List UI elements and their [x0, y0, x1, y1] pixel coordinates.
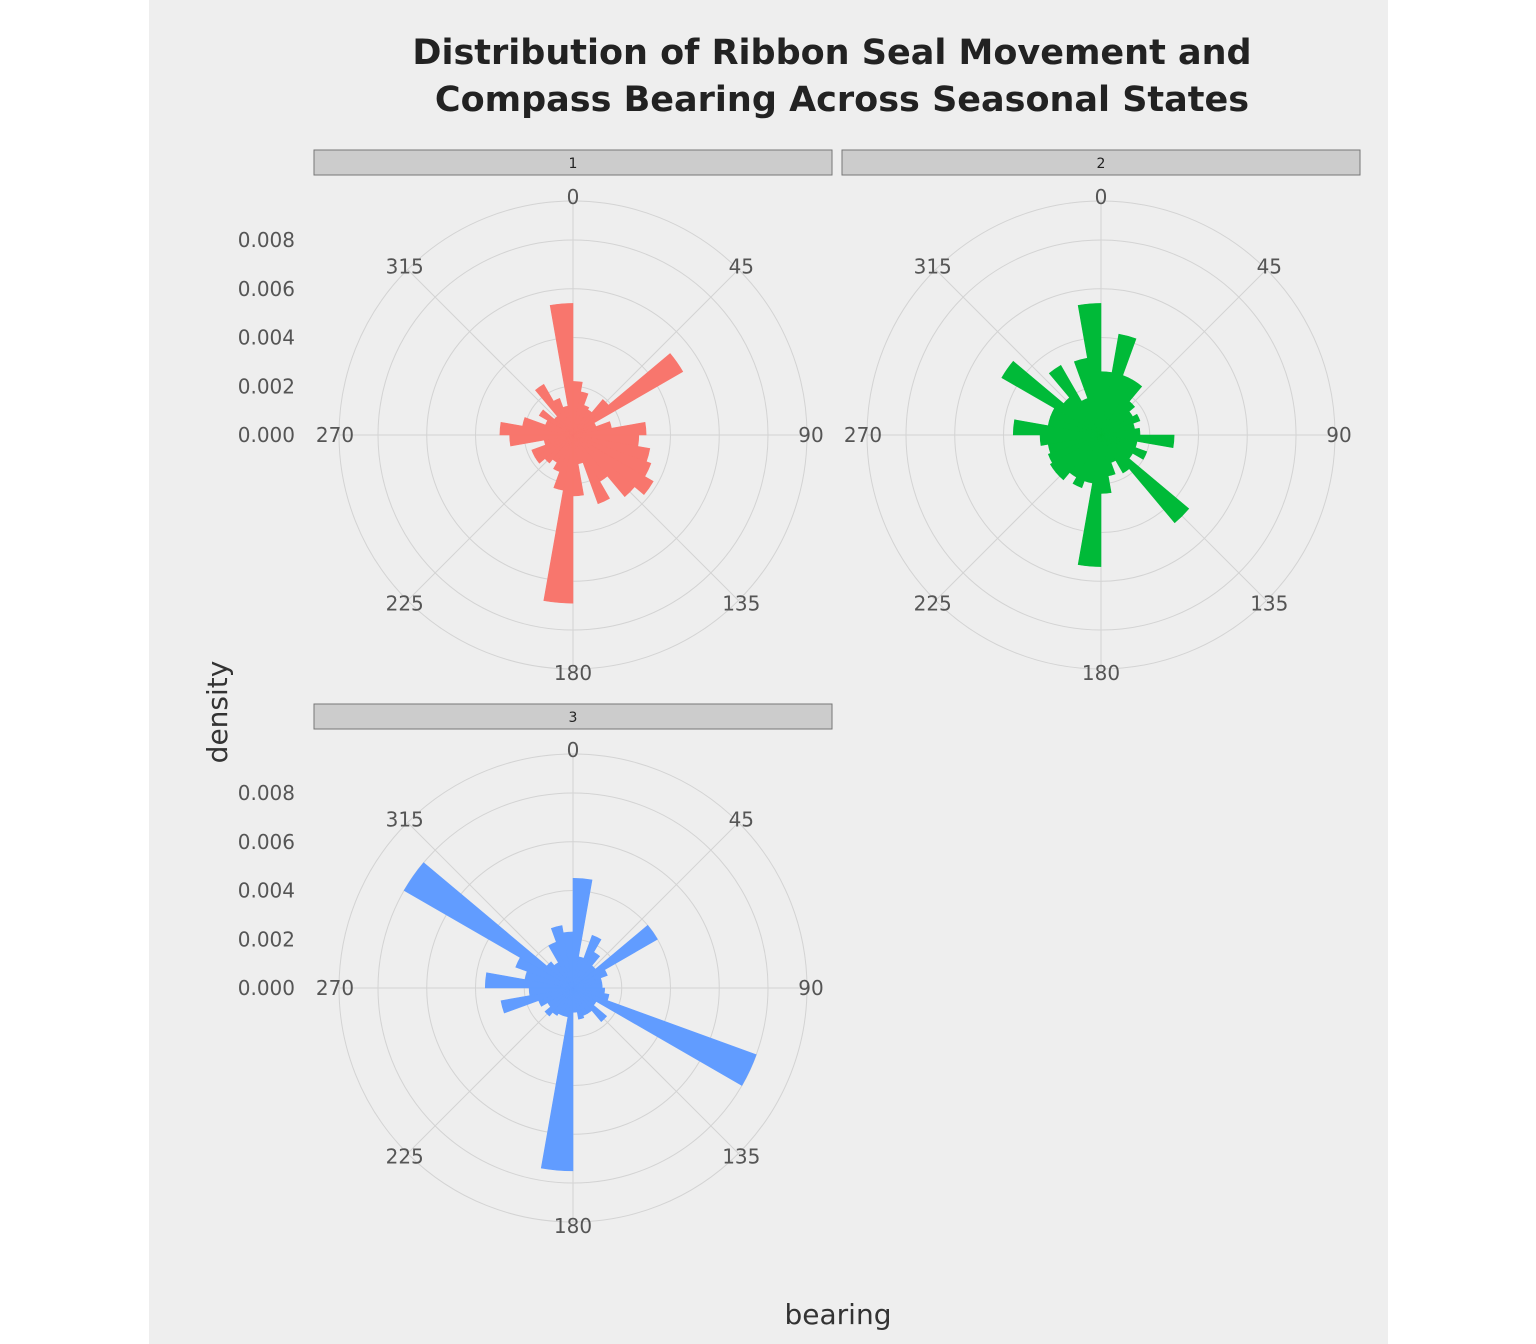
bar-bearing-40: [1100, 400, 1136, 436]
bar-bearing-130: [572, 434, 636, 498]
bar-bearing-50: [572, 353, 684, 436]
angle-tick-label: 225: [386, 1144, 424, 1168]
chart-title-line-2: Compass Bearing Across Seasonal States: [435, 80, 1249, 120]
angle-tick-label: 270: [316, 423, 354, 447]
bar-bearing-300: [1001, 360, 1102, 436]
facet-strip-label: 1: [569, 156, 578, 172]
bar-bearing-350: [562, 931, 574, 989]
facet-strip-label: 3: [569, 710, 578, 726]
y-axis-title: density: [201, 661, 234, 764]
radial-tick-label: 0.008: [238, 781, 295, 805]
angle-tick-label: 315: [914, 255, 952, 279]
radial-tick-label: 0.004: [238, 879, 295, 903]
angle-tick-label: 90: [798, 976, 823, 1000]
grid-spoke: [407, 434, 574, 601]
angle-tick-label: 270: [844, 423, 882, 447]
angle-tick-label: 270: [316, 976, 354, 1000]
angle-tick-label: 45: [729, 255, 754, 279]
plot-panel: [149, 0, 1388, 1344]
angle-tick-label: 315: [386, 808, 424, 832]
facet-2: 2 0 45 90 135 180 225 270 315: [841, 149, 1361, 685]
bar-bearing-300: [538, 409, 574, 436]
chart-title-line-1: Distribution of Ribbon Seal Movement and: [412, 33, 1251, 73]
bar-bearing-180: [540, 987, 574, 1172]
angle-tick-label: 135: [722, 591, 760, 615]
bar-bearing-110: [572, 987, 757, 1086]
angle-tick-label: 135: [722, 1144, 760, 1168]
radial-tick-label: 0.002: [238, 927, 295, 951]
x-axis-title: bearing: [785, 1298, 892, 1331]
angle-tick-label: 45: [1257, 255, 1282, 279]
bar-bearing-310: [546, 961, 574, 989]
bar-bearing-30: [572, 951, 601, 989]
angle-tick-label: 135: [1250, 591, 1288, 615]
angle-tick-label: 180: [554, 661, 592, 685]
facet-strip-label: 2: [1097, 156, 1106, 172]
facet-strip: [313, 149, 833, 176]
bar-bearing-300: [403, 862, 574, 989]
bar-bearing-30: [1100, 379, 1143, 436]
bar-bearing-240: [531, 434, 574, 458]
bar-bearing-110: [1100, 434, 1148, 460]
bar-bearing-230: [1049, 434, 1102, 474]
bar-bearing-320: [534, 383, 574, 436]
bar-bearing-200: [1072, 434, 1102, 489]
bar-bearing-80: [572, 421, 647, 436]
radial-tick-label: 0.000: [238, 976, 295, 1000]
angle-tick-label: 0: [567, 738, 580, 762]
facet-strip: [841, 149, 1361, 176]
bar-bearing-350: [1077, 303, 1102, 436]
facet-1: 1 0 45 90 135 180 225 270 315 0.000 0.002 0.004 0.00…: [238, 149, 833, 685]
bar-bearing-250: [500, 987, 574, 1014]
grid-spoke: [572, 822, 739, 989]
facet-strip: [313, 703, 833, 730]
bar-bearing-200: [553, 434, 574, 473]
radial-tick-label: 0.000: [238, 423, 295, 447]
bar-bearing-10: [1100, 333, 1137, 436]
angle-tick-label: 180: [1082, 661, 1120, 685]
bar-bearing-120: [572, 434, 654, 495]
facet-3: 3 0 45 90 135 180 225 270 315 0.000 0.002 0.004 0.00…: [238, 703, 833, 1238]
angle-tick-label: 90: [1326, 423, 1351, 447]
bar-bearing-60: [572, 969, 608, 989]
facets-layer: 1 0 45 90 135 180 225 270 315 0.000 0.002 0.004 0.00…: [238, 149, 1361, 1238]
grid-spoke: [407, 269, 574, 436]
bar-bearing-220: [544, 987, 574, 1017]
bar-bearing-20: [572, 934, 602, 989]
radial-tick-label: 0.002: [238, 374, 295, 398]
angle-tick-label: 45: [729, 808, 754, 832]
bar-bearing-60: [1100, 413, 1141, 436]
angle-tick-label: 90: [798, 423, 823, 447]
angle-tick-label: 225: [914, 591, 952, 615]
bar-bearing-160: [572, 987, 585, 1020]
radial-tick-label: 0.004: [238, 326, 295, 350]
bar-bearing-350: [549, 303, 574, 436]
angle-tick-label: 225: [386, 591, 424, 615]
bar-bearing-240: [1047, 434, 1102, 464]
radial-tick-label: 0.006: [238, 277, 295, 301]
bar-bearing-340: [550, 925, 574, 989]
bar-bearing-50: [572, 924, 658, 989]
angle-tick-label: 315: [386, 255, 424, 279]
bar-bearing-330: [553, 397, 574, 436]
bar-bearing-150: [572, 434, 610, 505]
angle-tick-label: 0: [1095, 185, 1108, 209]
grid-spoke: [407, 987, 574, 1154]
bar-bearing-320: [1048, 364, 1102, 436]
bar-bearing-140: [1100, 434, 1130, 474]
bar-bearing-130: [1100, 434, 1190, 524]
angle-tick-label: 180: [554, 1214, 592, 1238]
radial-tick-label: 0.008: [238, 228, 295, 252]
angle-tick-label: 0: [567, 185, 580, 209]
radial-tick-label: 0.006: [238, 830, 295, 854]
grid-spoke: [407, 822, 574, 989]
bar-bearing-130: [572, 987, 608, 1023]
